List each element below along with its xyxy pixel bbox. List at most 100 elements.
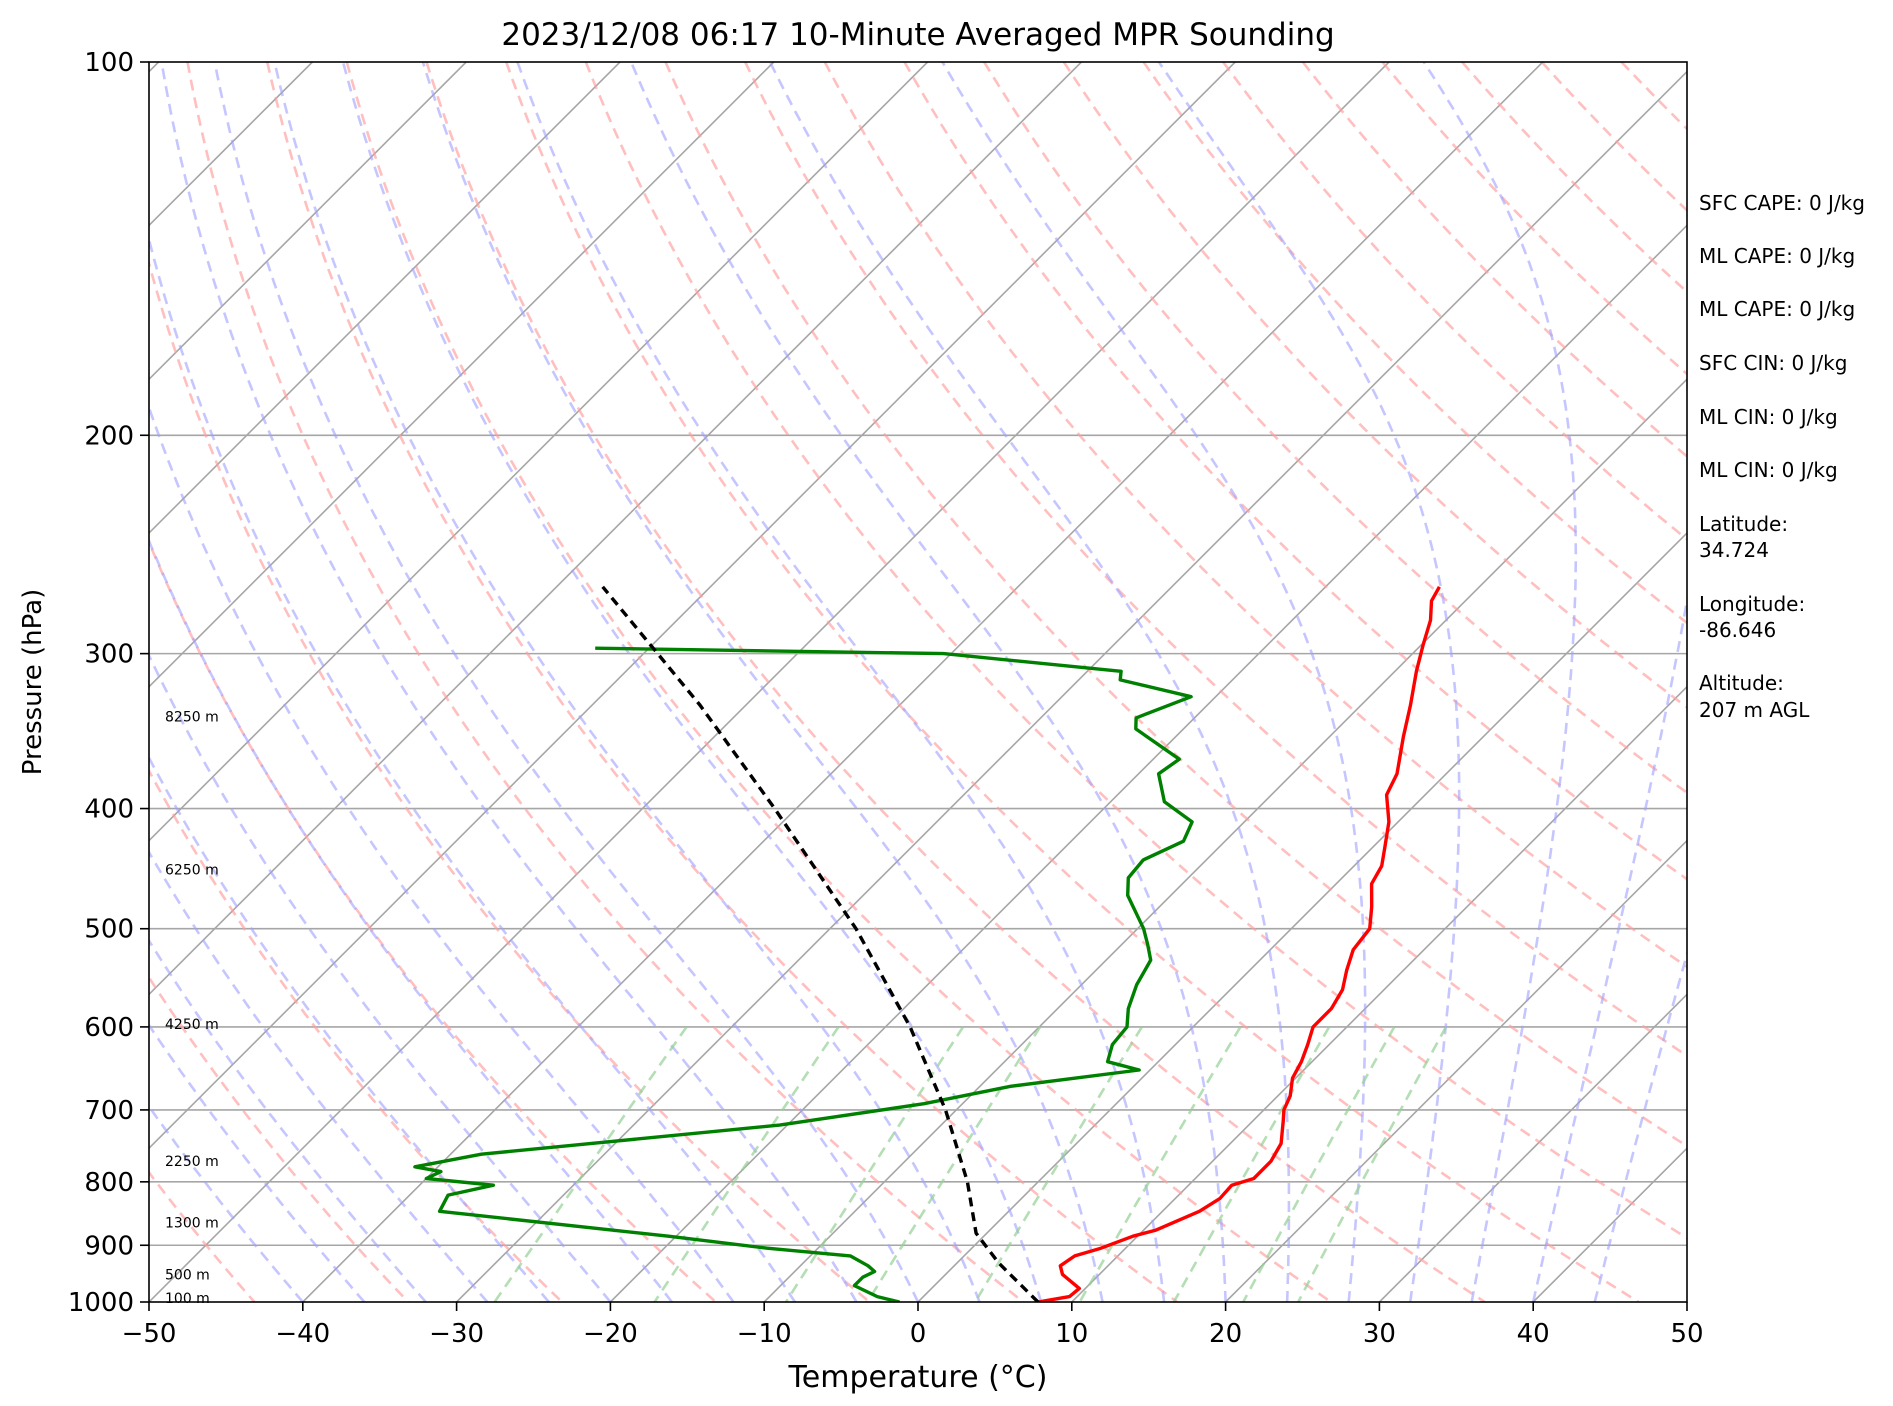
moist-adiabat bbox=[421, 62, 1104, 1302]
y-tick-label: 500 bbox=[84, 915, 134, 945]
isotherm bbox=[917, 531, 1687, 1302]
isotherm bbox=[149, 62, 929, 842]
mixing-ratio-line bbox=[784, 1026, 965, 1302]
height-label: 1300 m bbox=[165, 1216, 219, 1232]
moist-adiabat bbox=[149, 537, 673, 1302]
y-tick-label: 300 bbox=[84, 640, 134, 670]
moist-adiabat bbox=[149, 403, 735, 1302]
x-tick-label: −10 bbox=[737, 1319, 792, 1349]
y-tick-label: 200 bbox=[84, 421, 134, 451]
dry-adiabat bbox=[345, 62, 1332, 1302]
latitude-label: Latitude: bbox=[1699, 512, 1788, 536]
plot-frame bbox=[148, 61, 1688, 1303]
altitude-value: 207 m AGL bbox=[1699, 698, 1810, 722]
dry-adiabat bbox=[744, 62, 1687, 1058]
x-tick-label: −20 bbox=[583, 1319, 638, 1349]
y-tick-label: 600 bbox=[84, 1013, 134, 1043]
x-tick-label: 50 bbox=[1670, 1319, 1703, 1349]
moist-adiabat bbox=[149, 652, 612, 1302]
height-label: 4250 m bbox=[165, 1017, 219, 1033]
latitude-value: 34.724 bbox=[1699, 538, 1769, 562]
y-axis: 100 200 300 400 500 600 700 800 900 1000 bbox=[68, 48, 149, 1318]
moist-adiabat bbox=[941, 62, 1367, 1302]
dry-adiabat bbox=[982, 62, 1687, 795]
y-tick-label: 900 bbox=[84, 1231, 134, 1261]
isotherm bbox=[149, 62, 467, 381]
y-tick-label: 800 bbox=[84, 1168, 134, 1198]
height-label: 100 m bbox=[165, 1291, 210, 1307]
x-tick-label: 40 bbox=[1517, 1319, 1550, 1349]
moist-adiabat bbox=[213, 62, 920, 1302]
dry-adiabat bbox=[1062, 62, 1687, 709]
dry-adiabat bbox=[504, 62, 1640, 1302]
mixing-ratio-line bbox=[974, 1026, 1144, 1302]
dry-adiabat bbox=[664, 62, 1687, 1148]
x-tick-label: 10 bbox=[1055, 1319, 1088, 1349]
dewpoint-line bbox=[413, 646, 1194, 1302]
y-tick-label: 700 bbox=[84, 1096, 134, 1126]
isotherm bbox=[149, 62, 1082, 996]
x-tick-label: 20 bbox=[1209, 1319, 1242, 1349]
moist-adiabat bbox=[149, 1104, 304, 1302]
moist-adiabat bbox=[149, 755, 550, 1302]
mixing-ratio-line bbox=[1297, 1026, 1448, 1302]
dry-adiabat bbox=[149, 538, 717, 1302]
moist-adiabat bbox=[1531, 593, 1687, 1302]
dry-adiabat bbox=[149, 768, 563, 1302]
moist-adiabat bbox=[160, 62, 858, 1302]
x-tick-label: 0 bbox=[910, 1319, 927, 1349]
mixing-ratio-line bbox=[493, 1026, 688, 1302]
x-tick-label: −30 bbox=[429, 1319, 484, 1349]
dry-adiabat bbox=[903, 62, 1687, 881]
moist-adiabat bbox=[149, 938, 427, 1302]
height-label: 6250 m bbox=[165, 863, 219, 879]
y-axis-label: Pressure (hPa) bbox=[18, 589, 48, 776]
parcel-path-line bbox=[601, 585, 1040, 1302]
dry-adiabat bbox=[1301, 62, 1687, 459]
moist-adiabat bbox=[516, 62, 1166, 1302]
longitude-label: Longitude: bbox=[1699, 592, 1805, 616]
height-label: 2250 m bbox=[165, 1154, 219, 1170]
moist-adiabat bbox=[149, 849, 489, 1302]
y-tick-label: 1000 bbox=[68, 1288, 134, 1318]
dry-adiabat bbox=[265, 62, 1178, 1302]
x-axis-label: Temperature (°C) bbox=[788, 1360, 1048, 1395]
moist-adiabat bbox=[629, 62, 1227, 1302]
dry-adiabat bbox=[823, 62, 1687, 969]
moist-adiabat bbox=[1157, 62, 1461, 1302]
ml-cin-text: ML CIN: 0 J/kg bbox=[1699, 458, 1838, 482]
moist-adiabat bbox=[341, 62, 1043, 1302]
height-labels: 100 m 500 m 1300 m 2250 m 4250 m 6250 m … bbox=[165, 709, 219, 1307]
mixing-ratio-line bbox=[866, 1026, 1042, 1302]
moist-adiabat bbox=[1422, 62, 1578, 1302]
ml-cape-text: ML CAPE: 0 J/kg bbox=[1699, 244, 1855, 268]
chart-title: 2023/12/08 06:17 10-Minute Averaged MPR … bbox=[501, 17, 1334, 53]
isotherm bbox=[1225, 839, 1687, 1302]
x-tick-label: −40 bbox=[275, 1319, 330, 1349]
isotherm bbox=[149, 62, 1236, 1150]
x-tick-label: 30 bbox=[1363, 1319, 1396, 1349]
temperature-line bbox=[1037, 585, 1441, 1302]
height-label: 500 m bbox=[165, 1267, 210, 1283]
isotherm bbox=[302, 62, 1544, 1302]
dry-adiabat bbox=[584, 62, 1687, 1240]
moist-adiabat bbox=[1593, 948, 1687, 1302]
mixing-ratio-line bbox=[1242, 1026, 1396, 1302]
y-tick-label: 100 bbox=[84, 48, 134, 78]
moist-adiabat bbox=[149, 1022, 366, 1302]
mixing-ratio-line bbox=[653, 1026, 840, 1302]
y-tick-label: 400 bbox=[84, 795, 134, 825]
moist-adiabat bbox=[273, 62, 981, 1302]
x-tick-label: −50 bbox=[122, 1319, 177, 1349]
x-axis: −50 −40 −30 −20 −10 0 10 20 30 40 50 bbox=[122, 1302, 1704, 1349]
height-label: 8250 m bbox=[165, 709, 219, 725]
dry-adiabat bbox=[186, 62, 1025, 1302]
parameters-panel: SFC CAPE: 0 J/kg ML CAPE: 0 J/kg ML CAPE… bbox=[1699, 191, 1865, 722]
plot-area bbox=[149, 62, 1687, 1302]
longitude-value: -86.646 bbox=[1699, 618, 1776, 642]
isotherm bbox=[456, 70, 1687, 1302]
isotherm bbox=[1378, 993, 1687, 1302]
ml-cape-text: ML CAPE: 0 J/kg bbox=[1699, 297, 1855, 321]
sfc-cape-text: SFC CAPE: 0 J/kg bbox=[1699, 191, 1865, 215]
